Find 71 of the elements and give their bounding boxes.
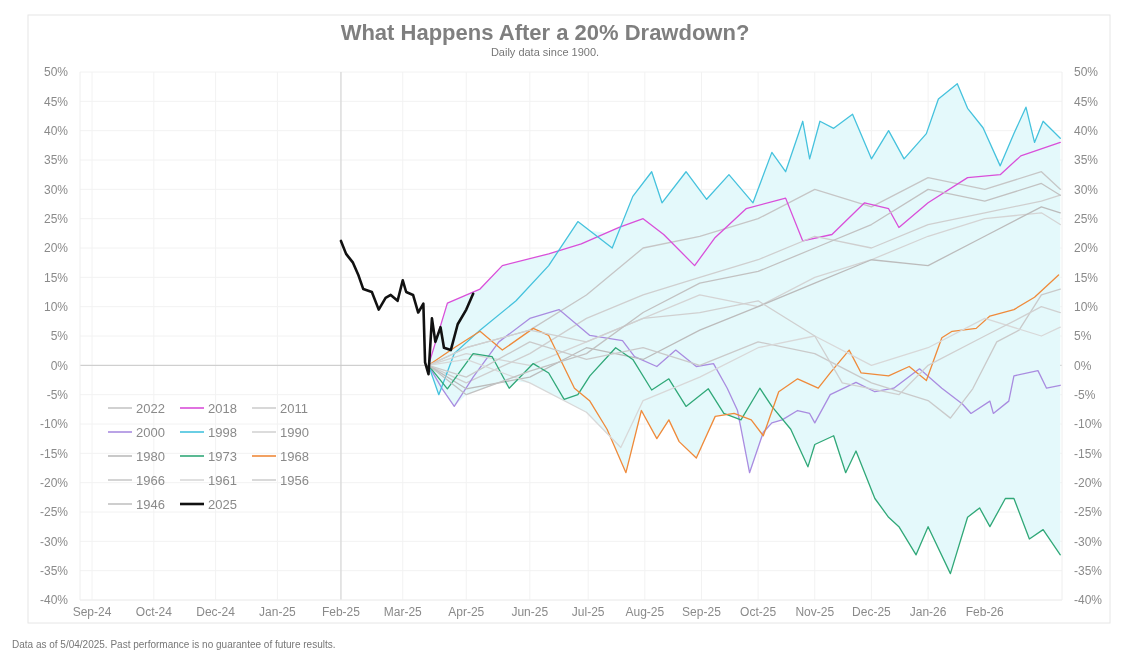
y-tick-label: -35% bbox=[39, 563, 69, 578]
y-tick-label: 40% bbox=[43, 123, 69, 138]
x-tick-label: Jan-25 bbox=[259, 605, 297, 619]
y-tick-label: 10% bbox=[43, 299, 69, 314]
legend-label: 1998 bbox=[208, 424, 237, 440]
y2-tick-label: -5% bbox=[1074, 387, 1096, 402]
legend-label: 2022 bbox=[136, 400, 165, 416]
y-tick-label: -25% bbox=[39, 505, 69, 520]
legend-label: 1968 bbox=[280, 448, 309, 464]
y-tick-label: -15% bbox=[39, 446, 69, 461]
x-tick-label: Sep-24 bbox=[72, 605, 112, 619]
x-tick-label: Aug-25 bbox=[625, 605, 665, 619]
text: Data as of 5/04/2025. Past performance is no guarantee of future results. bbox=[12, 639, 336, 650]
y-tick-label: 5% bbox=[50, 329, 69, 344]
y2-tick-label: 45% bbox=[1074, 94, 1099, 109]
x-tick-label: Dec-24 bbox=[196, 605, 236, 619]
y-tick-label: -5% bbox=[46, 387, 69, 402]
legend-label: 1966 bbox=[136, 472, 165, 488]
legend-label: 1980 bbox=[136, 448, 165, 464]
y2-tick-label: -20% bbox=[1074, 475, 1103, 490]
legend-label: 2018 bbox=[208, 400, 237, 416]
legend-label: 1990 bbox=[280, 424, 309, 440]
chart-title: What Happens After a 20% Drawdown? bbox=[340, 20, 750, 45]
x-tick-label: Sep-25 bbox=[682, 605, 722, 619]
y2-tick-label: 40% bbox=[1074, 123, 1099, 138]
y2-tick-label: 50% bbox=[1074, 65, 1099, 80]
y2-tick-label: 30% bbox=[1074, 182, 1099, 197]
y-tick-label: 25% bbox=[43, 211, 69, 226]
y2-tick-label: 35% bbox=[1074, 153, 1099, 168]
y2-tick-label: 0% bbox=[1074, 358, 1092, 373]
y-tick-label: -20% bbox=[39, 475, 69, 490]
y-tick-label: 15% bbox=[43, 270, 69, 285]
y2-tick-label: 20% bbox=[1074, 241, 1099, 256]
x-tick-label: Oct-24 bbox=[135, 605, 173, 619]
x-tick-label: Oct-25 bbox=[740, 605, 777, 619]
x-tick-label: Apr-25 bbox=[448, 605, 485, 619]
y-tick-label: 20% bbox=[43, 241, 69, 256]
legend-label: 2000 bbox=[136, 424, 165, 440]
legend-label: 2011 bbox=[280, 400, 308, 416]
y-tick-label: 30% bbox=[43, 182, 69, 197]
y2-tick-label: 5% bbox=[1074, 329, 1092, 344]
y2-tick-label: -15% bbox=[1074, 446, 1103, 461]
legend-label: 1973 bbox=[208, 448, 237, 464]
y-tick-label: 0% bbox=[50, 358, 69, 373]
chart-subtitle: Daily data since 1900. bbox=[490, 46, 600, 58]
y-tick-label: 50% bbox=[43, 65, 69, 80]
y-tick-label: 35% bbox=[43, 153, 69, 168]
x-tick-label: Dec-25 bbox=[852, 605, 892, 619]
y2-tick-label: -10% bbox=[1074, 417, 1103, 432]
y2-tick-label: -30% bbox=[1074, 534, 1103, 549]
y2-tick-label: 10% bbox=[1074, 299, 1099, 314]
y-tick-label: -40% bbox=[39, 593, 69, 608]
legend-label: 1956 bbox=[280, 472, 309, 488]
x-tick-label: Nov-25 bbox=[795, 605, 835, 619]
x-tick-label: Jan-26 bbox=[909, 605, 947, 619]
legend-label: 1946 bbox=[136, 496, 165, 512]
y2-tick-label: 15% bbox=[1074, 270, 1099, 285]
y-tick-label: 45% bbox=[43, 94, 69, 109]
legend-label: 2025 bbox=[208, 496, 237, 512]
x-tick-label: Mar-25 bbox=[383, 605, 423, 619]
x-tick-label: Feb-25 bbox=[321, 605, 361, 619]
y-tick-label: -10% bbox=[39, 417, 69, 432]
y2-tick-label: -40% bbox=[1074, 593, 1103, 608]
y2-tick-label: 25% bbox=[1074, 211, 1099, 226]
legend-label: 1961 bbox=[208, 472, 237, 488]
x-tick-label: Jul-25 bbox=[571, 605, 605, 619]
y-tick-label: -30% bbox=[39, 534, 69, 549]
x-tick-label: Jun-25 bbox=[511, 605, 549, 619]
x-tick-label: Feb-26 bbox=[965, 605, 1005, 619]
y2-tick-label: -25% bbox=[1074, 505, 1103, 520]
y2-tick-label: -35% bbox=[1074, 563, 1103, 578]
